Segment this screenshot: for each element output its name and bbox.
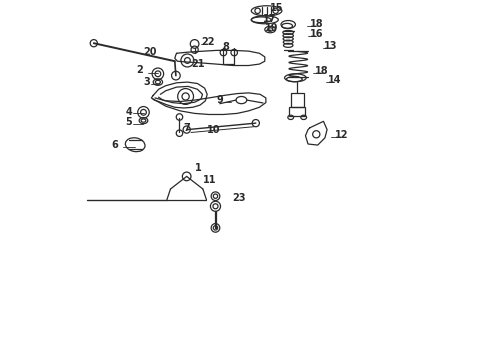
Text: 12: 12 bbox=[335, 130, 348, 140]
Text: 1: 1 bbox=[195, 163, 201, 174]
Text: 23: 23 bbox=[232, 193, 246, 203]
Text: 21: 21 bbox=[191, 59, 204, 69]
Text: 8: 8 bbox=[222, 42, 229, 52]
Text: 20: 20 bbox=[144, 47, 157, 57]
Bar bbox=[291, 93, 304, 107]
Text: 17: 17 bbox=[263, 14, 276, 24]
Text: 22: 22 bbox=[201, 37, 215, 48]
Text: 6: 6 bbox=[112, 140, 119, 150]
Text: 9: 9 bbox=[217, 95, 223, 105]
Text: 18: 18 bbox=[310, 19, 323, 29]
Text: 15: 15 bbox=[270, 3, 284, 13]
Text: 7: 7 bbox=[184, 123, 191, 133]
Text: 19: 19 bbox=[265, 23, 278, 33]
Text: 10: 10 bbox=[207, 125, 220, 135]
Text: 11: 11 bbox=[202, 175, 216, 185]
Text: 16: 16 bbox=[310, 29, 323, 39]
Text: 13: 13 bbox=[324, 41, 338, 51]
Text: 3: 3 bbox=[144, 77, 150, 87]
Text: 4: 4 bbox=[125, 107, 132, 117]
Text: 14: 14 bbox=[328, 75, 342, 85]
Text: 18: 18 bbox=[315, 66, 329, 76]
Bar bbox=[289, 107, 305, 116]
Text: 2: 2 bbox=[136, 65, 143, 75]
Text: 5: 5 bbox=[125, 117, 132, 127]
